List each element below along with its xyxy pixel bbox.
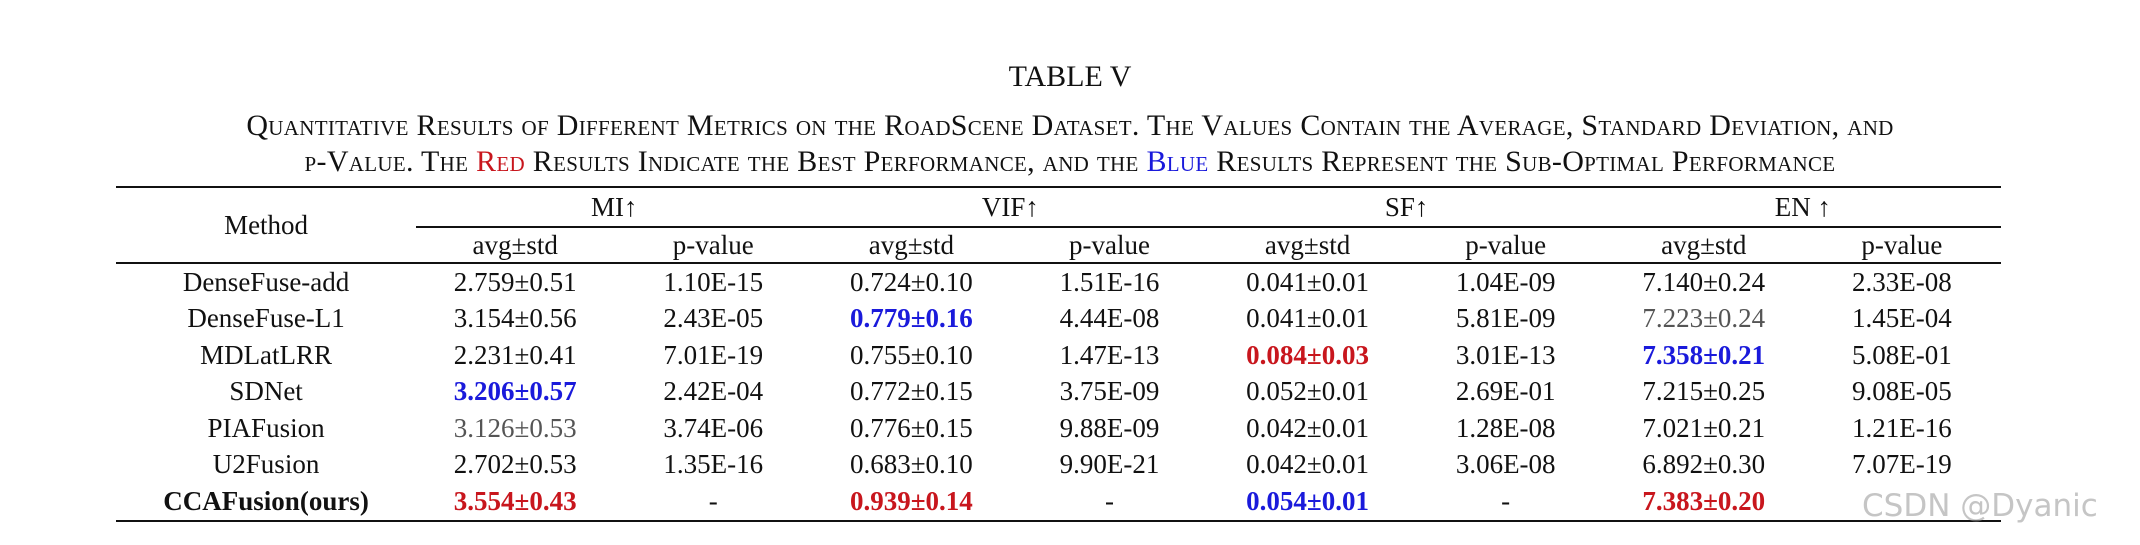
caption-segment: Blue bbox=[1146, 145, 1209, 178]
caption-line: p-Value. The Red Results Indicate the Be… bbox=[0, 144, 2140, 180]
method-cell: U2Fusion bbox=[212, 449, 320, 480]
value-cell: 7.383±0.20 bbox=[1642, 485, 1766, 516]
results-table: Method MI↑ VIF↑ SF↑ EN ↑ avg±std p-value avg±… bbox=[116, 186, 2001, 522]
value-cell: 2.42E-04 bbox=[663, 376, 764, 407]
value-cell: 1.21E-16 bbox=[1852, 412, 1952, 443]
value-cell: 0.084±0.03 bbox=[1246, 339, 1369, 370]
value-cell: 6.892±0.30 bbox=[1642, 449, 1766, 480]
value-cell: 7.215±0.25 bbox=[1642, 376, 1766, 407]
group-header: MI↑ bbox=[416, 187, 813, 228]
value-cell: 1.45E-04 bbox=[1852, 303, 1952, 334]
value-cell: 0.683±0.10 bbox=[849, 449, 973, 480]
value-cell: 0.939±0.14 bbox=[849, 485, 973, 516]
table-row: CCAFusion(ours) 3.554±0.43 - 0.939±0.14 - 0.0… bbox=[116, 483, 2001, 521]
value-cell: 1.51E-16 bbox=[1059, 266, 1160, 297]
group-header: SF↑ bbox=[1208, 187, 1605, 228]
value-cell: 7.140±0.24 bbox=[1642, 266, 1766, 297]
value-cell: 4.44E-08 bbox=[1059, 303, 1160, 334]
value-cell: 0.042±0.01 bbox=[1246, 449, 1369, 480]
value-cell: 0.042±0.01 bbox=[1246, 412, 1369, 443]
value-cell: 0.776±0.15 bbox=[849, 412, 973, 443]
value-cell: 7.021±0.21 bbox=[1642, 412, 1766, 443]
value-cell: 0.724±0.10 bbox=[849, 266, 973, 297]
subheader: p-value bbox=[1010, 227, 1209, 264]
table-row: SDNet 3.206±0.57 2.42E-04 0.772±0.15 3.75E-0… bbox=[116, 374, 2001, 411]
table-caption: Quantitative Results of Different Metric… bbox=[0, 108, 2140, 180]
value-cell: 1.35E-16 bbox=[663, 449, 764, 480]
caption-segment: p-Value. The bbox=[304, 145, 477, 178]
method-header: Method bbox=[116, 187, 417, 264]
value-cell: 3.126±0.53 bbox=[453, 412, 577, 443]
table-row: PIAFusion 3.126±0.53 3.74E-06 0.776±0.15 9.8… bbox=[116, 410, 2001, 447]
table-row: MDLatLRR 2.231±0.41 7.01E-19 0.755±0.10 1.47… bbox=[116, 337, 2001, 374]
group-header: VIF↑ bbox=[812, 187, 1209, 228]
value-cell: 3.06E-08 bbox=[1455, 449, 1556, 480]
group-header: EN ↑ bbox=[1604, 187, 2001, 228]
method-cell: MDLatLRR bbox=[200, 339, 333, 370]
value-cell: 1.28E-08 bbox=[1455, 412, 1556, 443]
table-row: DenseFuse-add 2.759±0.51 1.10E-15 0.724±0.1… bbox=[116, 263, 2001, 301]
caption-line: Quantitative Results of Different Metric… bbox=[246, 109, 1894, 142]
value-cell: 2.43E-05 bbox=[663, 303, 764, 334]
value-cell: - bbox=[708, 485, 718, 516]
subheader: avg±std bbox=[1604, 227, 1803, 264]
value-cell: 0.052±0.01 bbox=[1246, 376, 1369, 407]
value-cell: 0.041±0.01 bbox=[1246, 266, 1369, 297]
subheader: avg±std bbox=[416, 227, 615, 264]
caption-segment: Results Indicate the Best Performance, a… bbox=[524, 145, 1147, 178]
subheader: avg±std bbox=[812, 227, 1011, 264]
value-cell: 9.88E-09 bbox=[1059, 412, 1160, 443]
method-cell: DenseFuse-add bbox=[182, 266, 350, 297]
table-row: U2Fusion 2.702±0.53 1.35E-16 0.683±0.10 9.90… bbox=[116, 447, 2001, 484]
value-cell: 0.041±0.01 bbox=[1246, 303, 1369, 334]
caption-segment: Red bbox=[476, 145, 525, 178]
subheader: p-value bbox=[614, 227, 813, 264]
value-cell: 3.01E-13 bbox=[1455, 339, 1556, 370]
value-cell: 5.81E-09 bbox=[1455, 303, 1556, 334]
table-title: TABLE V bbox=[1008, 60, 1132, 93]
value-cell: 1.04E-09 bbox=[1455, 266, 1556, 297]
watermark: CSDN @Dyanic bbox=[1862, 488, 2098, 524]
value-cell: 7.358±0.21 bbox=[1642, 339, 1766, 370]
value-cell: 0.772±0.15 bbox=[849, 376, 973, 407]
method-cell: PIAFusion bbox=[207, 412, 325, 443]
subheader: p-value bbox=[1406, 227, 1605, 264]
value-cell: 3.74E-06 bbox=[663, 412, 764, 443]
value-cell: 7.01E-19 bbox=[663, 339, 764, 370]
value-cell: 1.47E-13 bbox=[1059, 339, 1160, 370]
value-cell: - bbox=[1104, 485, 1114, 516]
value-cell: 0.779±0.16 bbox=[849, 303, 973, 334]
value-cell: 5.08E-01 bbox=[1852, 339, 1952, 370]
value-cell: 0.755±0.10 bbox=[849, 339, 973, 370]
subheader: p-value bbox=[1802, 227, 2001, 264]
value-cell: 3.75E-09 bbox=[1059, 376, 1160, 407]
value-cell: 9.08E-05 bbox=[1852, 376, 1952, 407]
value-cell: 2.759±0.51 bbox=[453, 266, 577, 297]
value-cell: 2.702±0.53 bbox=[453, 449, 577, 480]
method-cell: CCAFusion(ours) bbox=[163, 485, 369, 516]
value-cell: 3.206±0.57 bbox=[453, 376, 577, 407]
method-cell: DenseFuse-L1 bbox=[187, 303, 345, 334]
value-cell: 3.154±0.56 bbox=[453, 303, 577, 334]
value-cell: - bbox=[1501, 485, 1511, 516]
value-cell: 0.054±0.01 bbox=[1246, 485, 1369, 516]
method-cell: SDNet bbox=[229, 376, 303, 407]
value-cell: 3.554±0.43 bbox=[453, 485, 577, 516]
header-row: Method MI↑ VIF↑ SF↑ EN ↑ bbox=[116, 187, 2001, 264]
value-cell: 9.90E-21 bbox=[1059, 449, 1160, 480]
value-cell: 7.07E-19 bbox=[1852, 449, 1952, 480]
subheader-row: avg±std p-value avg±std p-value avg±std p-val… bbox=[116, 227, 2001, 264]
value-cell: 7.223±0.24 bbox=[1642, 303, 1766, 334]
caption-segment: Results Represent the Sub-Optimal Perfor… bbox=[1208, 145, 1836, 178]
subheader: avg±std bbox=[1208, 227, 1407, 264]
value-cell: 2.231±0.41 bbox=[453, 339, 577, 370]
value-cell: 1.10E-15 bbox=[663, 266, 764, 297]
value-cell: 2.33E-08 bbox=[1852, 266, 1952, 297]
value-cell: 2.69E-01 bbox=[1455, 376, 1556, 407]
table-row: DenseFuse-L1 3.154±0.56 2.43E-05 0.779±0.16… bbox=[116, 301, 2001, 338]
